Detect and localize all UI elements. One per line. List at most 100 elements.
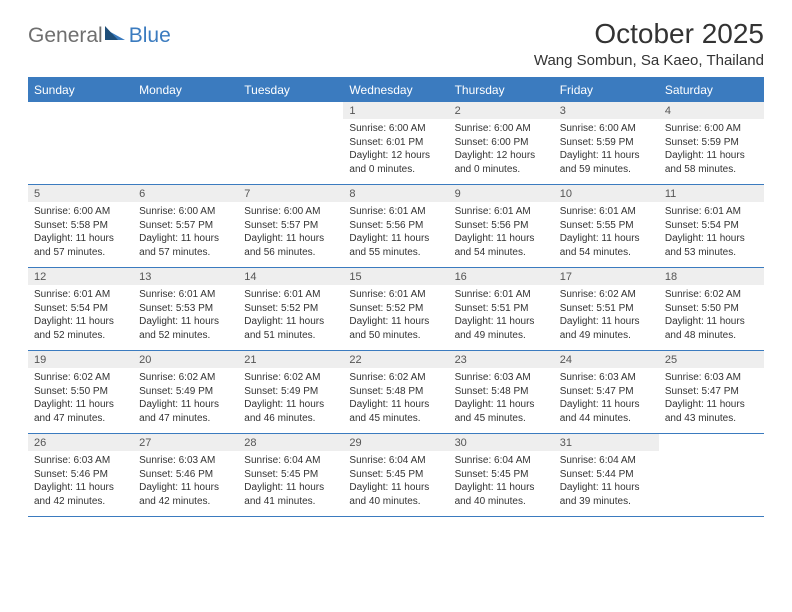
day-number: 4 <box>659 102 764 119</box>
day-cell: 25Sunrise: 6:03 AMSunset: 5:47 PMDayligh… <box>659 351 764 433</box>
daylight-line: Daylight: 11 hours and 42 minutes. <box>34 481 127 508</box>
sunset-line: Sunset: 5:49 PM <box>139 385 232 399</box>
daylight-line: Daylight: 11 hours and 44 minutes. <box>560 398 653 425</box>
day-header-tuesday: Tuesday <box>238 78 343 102</box>
day-content: Sunrise: 6:04 AMSunset: 5:44 PMDaylight:… <box>554 451 659 512</box>
daylight-line: Daylight: 11 hours and 54 minutes. <box>455 232 548 259</box>
daylight-line: Daylight: 11 hours and 46 minutes. <box>244 398 337 425</box>
sunset-line: Sunset: 5:51 PM <box>560 302 653 316</box>
daylight-line: Daylight: 11 hours and 45 minutes. <box>455 398 548 425</box>
day-header-row: Sunday Monday Tuesday Wednesday Thursday… <box>28 78 764 102</box>
daylight-line: Daylight: 11 hours and 49 minutes. <box>455 315 548 342</box>
day-cell: 28Sunrise: 6:04 AMSunset: 5:45 PMDayligh… <box>238 434 343 516</box>
sunrise-line: Sunrise: 6:01 AM <box>455 288 548 302</box>
day-content: Sunrise: 6:03 AMSunset: 5:46 PMDaylight:… <box>133 451 238 512</box>
day-cell: 16Sunrise: 6:01 AMSunset: 5:51 PMDayligh… <box>449 268 554 350</box>
day-content: Sunrise: 6:02 AMSunset: 5:50 PMDaylight:… <box>659 285 764 346</box>
day-content: Sunrise: 6:02 AMSunset: 5:50 PMDaylight:… <box>28 368 133 429</box>
sunrise-line: Sunrise: 6:01 AM <box>349 288 442 302</box>
day-cell: 24Sunrise: 6:03 AMSunset: 5:47 PMDayligh… <box>554 351 659 433</box>
day-content: Sunrise: 6:00 AMSunset: 6:01 PMDaylight:… <box>343 119 448 180</box>
daylight-line: Daylight: 11 hours and 50 minutes. <box>349 315 442 342</box>
sunset-line: Sunset: 5:44 PM <box>560 468 653 482</box>
day-cell: 29Sunrise: 6:04 AMSunset: 5:45 PMDayligh… <box>343 434 448 516</box>
day-content: Sunrise: 6:03 AMSunset: 5:46 PMDaylight:… <box>28 451 133 512</box>
daylight-line: Daylight: 11 hours and 40 minutes. <box>349 481 442 508</box>
daylight-line: Daylight: 11 hours and 53 minutes. <box>665 232 758 259</box>
day-content: Sunrise: 6:00 AMSunset: 5:59 PMDaylight:… <box>659 119 764 180</box>
daylight-line: Daylight: 11 hours and 41 minutes. <box>244 481 337 508</box>
day-content <box>238 119 343 126</box>
location: Wang Sombun, Sa Kaeo, Thailand <box>534 52 764 69</box>
sunrise-line: Sunrise: 6:04 AM <box>560 454 653 468</box>
day-content: Sunrise: 6:01 AMSunset: 5:52 PMDaylight:… <box>343 285 448 346</box>
sunrise-line: Sunrise: 6:01 AM <box>34 288 127 302</box>
day-number: 24 <box>554 351 659 368</box>
sunset-line: Sunset: 5:54 PM <box>665 219 758 233</box>
sunrise-line: Sunrise: 6:02 AM <box>139 371 232 385</box>
day-cell: 8Sunrise: 6:01 AMSunset: 5:56 PMDaylight… <box>343 185 448 267</box>
week-row: 26Sunrise: 6:03 AMSunset: 5:46 PMDayligh… <box>28 434 764 517</box>
day-number: 1 <box>343 102 448 119</box>
day-content: Sunrise: 6:00 AMSunset: 6:00 PMDaylight:… <box>449 119 554 180</box>
week-row: 12Sunrise: 6:01 AMSunset: 5:54 PMDayligh… <box>28 268 764 351</box>
day-number: 12 <box>28 268 133 285</box>
weeks-container: 1Sunrise: 6:00 AMSunset: 6:01 PMDaylight… <box>28 102 764 517</box>
day-cell: 6Sunrise: 6:00 AMSunset: 5:57 PMDaylight… <box>133 185 238 267</box>
daylight-line: Daylight: 11 hours and 51 minutes. <box>244 315 337 342</box>
day-cell <box>28 102 133 184</box>
day-content: Sunrise: 6:00 AMSunset: 5:57 PMDaylight:… <box>133 202 238 263</box>
day-number: 29 <box>343 434 448 451</box>
header: General Blue October 2025 Wang Sombun, S… <box>28 18 764 69</box>
sunset-line: Sunset: 5:50 PM <box>34 385 127 399</box>
sunrise-line: Sunrise: 6:03 AM <box>560 371 653 385</box>
day-cell: 20Sunrise: 6:02 AMSunset: 5:49 PMDayligh… <box>133 351 238 433</box>
day-header-saturday: Saturday <box>659 78 764 102</box>
day-content <box>28 119 133 126</box>
day-number: 6 <box>133 185 238 202</box>
day-cell <box>238 102 343 184</box>
day-number: 19 <box>28 351 133 368</box>
day-content: Sunrise: 6:02 AMSunset: 5:48 PMDaylight:… <box>343 368 448 429</box>
page: General Blue October 2025 Wang Sombun, S… <box>0 0 792 527</box>
day-cell: 19Sunrise: 6:02 AMSunset: 5:50 PMDayligh… <box>28 351 133 433</box>
sunset-line: Sunset: 5:57 PM <box>139 219 232 233</box>
day-cell: 1Sunrise: 6:00 AMSunset: 6:01 PMDaylight… <box>343 102 448 184</box>
daylight-line: Daylight: 11 hours and 43 minutes. <box>665 398 758 425</box>
sunset-line: Sunset: 5:47 PM <box>665 385 758 399</box>
sunset-line: Sunset: 5:48 PM <box>455 385 548 399</box>
daylight-line: Daylight: 11 hours and 40 minutes. <box>455 481 548 508</box>
day-number: 11 <box>659 185 764 202</box>
sunrise-line: Sunrise: 6:04 AM <box>244 454 337 468</box>
day-content: Sunrise: 6:04 AMSunset: 5:45 PMDaylight:… <box>238 451 343 512</box>
daylight-line: Daylight: 11 hours and 42 minutes. <box>139 481 232 508</box>
daylight-line: Daylight: 11 hours and 39 minutes. <box>560 481 653 508</box>
day-cell: 23Sunrise: 6:03 AMSunset: 5:48 PMDayligh… <box>449 351 554 433</box>
day-content: Sunrise: 6:01 AMSunset: 5:51 PMDaylight:… <box>449 285 554 346</box>
sunset-line: Sunset: 5:49 PM <box>244 385 337 399</box>
day-number: 3 <box>554 102 659 119</box>
daylight-line: Daylight: 11 hours and 59 minutes. <box>560 149 653 176</box>
daylight-line: Daylight: 12 hours and 0 minutes. <box>455 149 548 176</box>
day-content: Sunrise: 6:02 AMSunset: 5:51 PMDaylight:… <box>554 285 659 346</box>
day-header-friday: Friday <box>554 78 659 102</box>
daylight-line: Daylight: 11 hours and 57 minutes. <box>139 232 232 259</box>
day-number: 26 <box>28 434 133 451</box>
day-cell: 7Sunrise: 6:00 AMSunset: 5:57 PMDaylight… <box>238 185 343 267</box>
sunrise-line: Sunrise: 6:03 AM <box>139 454 232 468</box>
day-cell: 26Sunrise: 6:03 AMSunset: 5:46 PMDayligh… <box>28 434 133 516</box>
day-content: Sunrise: 6:00 AMSunset: 5:59 PMDaylight:… <box>554 119 659 180</box>
day-content: Sunrise: 6:01 AMSunset: 5:54 PMDaylight:… <box>28 285 133 346</box>
day-number: 13 <box>133 268 238 285</box>
sunset-line: Sunset: 5:52 PM <box>244 302 337 316</box>
flag-icon <box>105 26 127 47</box>
day-header-thursday: Thursday <box>449 78 554 102</box>
sunrise-line: Sunrise: 6:03 AM <box>34 454 127 468</box>
day-content: Sunrise: 6:01 AMSunset: 5:55 PMDaylight:… <box>554 202 659 263</box>
day-content: Sunrise: 6:01 AMSunset: 5:56 PMDaylight:… <box>449 202 554 263</box>
day-cell: 27Sunrise: 6:03 AMSunset: 5:46 PMDayligh… <box>133 434 238 516</box>
day-content: Sunrise: 6:00 AMSunset: 5:58 PMDaylight:… <box>28 202 133 263</box>
week-row: 19Sunrise: 6:02 AMSunset: 5:50 PMDayligh… <box>28 351 764 434</box>
day-content: Sunrise: 6:04 AMSunset: 5:45 PMDaylight:… <box>449 451 554 512</box>
day-content: Sunrise: 6:02 AMSunset: 5:49 PMDaylight:… <box>238 368 343 429</box>
